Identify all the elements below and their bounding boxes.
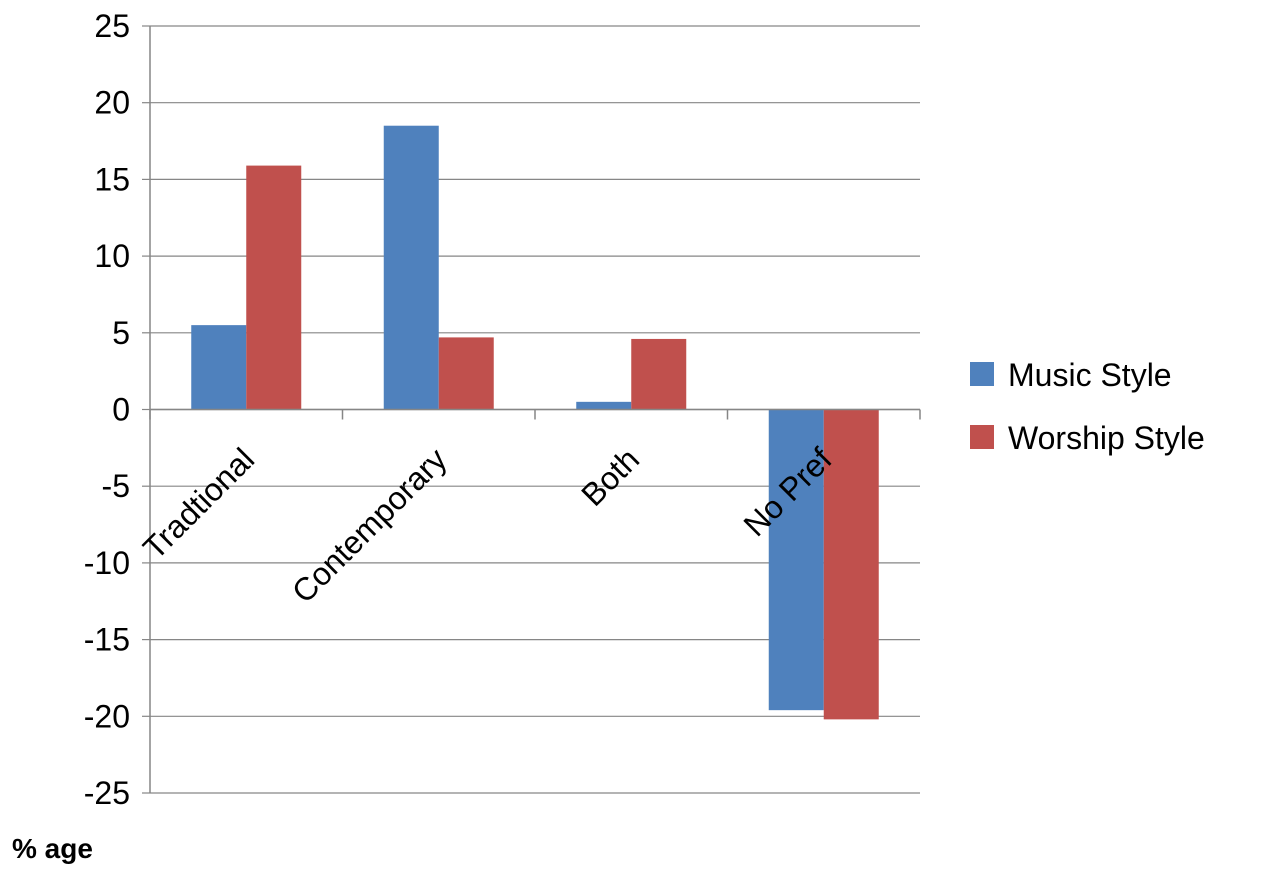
y-tick-label: 10 [94,238,130,274]
y-tick-label: -20 [84,698,130,734]
y-tick-label: 20 [94,85,130,121]
bar [246,165,302,410]
axes [149,26,921,793]
y-tick-label: -25 [84,775,130,811]
y-tick-label: -15 [84,622,130,658]
legend-label: Worship Style [1008,420,1205,456]
bar [438,337,494,410]
legend-entry: Music Style [970,357,1172,393]
legend-swatch [970,362,994,386]
y-axis-ticks: 25 20 15 10 5 0 -5 -10 -15 -20 -25 [84,8,150,811]
bar [823,409,879,720]
bars [191,125,879,720]
bar [576,401,632,410]
bar [768,409,824,711]
category-label: Both [574,441,646,513]
y-tick-label: -5 [102,468,130,504]
y-tick-label: 15 [94,161,130,197]
y-axis-label: % age [12,833,93,864]
bar [631,338,687,410]
category-label: Contemporary [285,441,454,610]
bar [383,125,439,410]
y-tick-label: 5 [112,315,130,351]
category-label: Tradtional [136,441,261,566]
category-labels: Tradtional Contemporary Both No Pref [136,441,839,610]
legend-label: Music Style [1008,357,1172,393]
y-tick-label: -10 [84,545,130,581]
legend: Music Style Worship Style [970,357,1205,456]
legend-swatch [970,425,994,449]
bar [191,325,247,410]
y-tick-label: 0 [112,392,130,428]
legend-entry: Worship Style [970,420,1205,456]
y-tick-label: 25 [94,8,130,44]
